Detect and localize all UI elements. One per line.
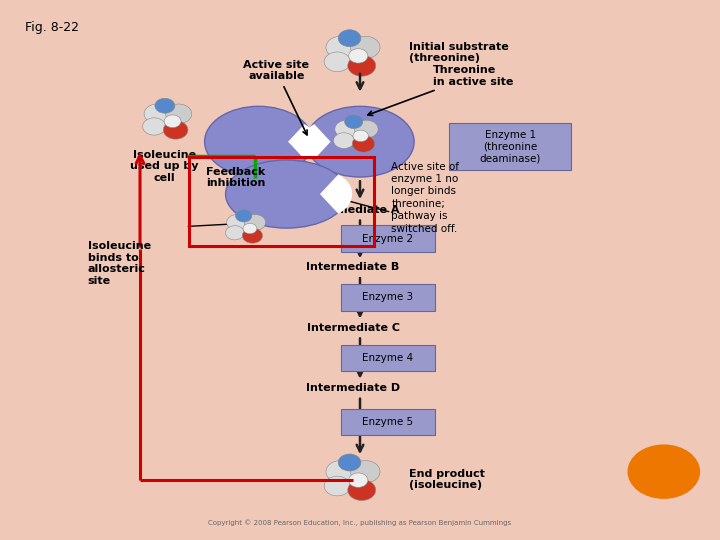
Circle shape [324, 52, 351, 72]
Circle shape [153, 109, 184, 132]
Circle shape [338, 454, 361, 471]
Circle shape [155, 98, 175, 113]
Circle shape [243, 228, 263, 243]
Circle shape [227, 214, 248, 231]
Circle shape [244, 214, 266, 231]
Text: Enzyme 5: Enzyme 5 [362, 417, 413, 427]
Circle shape [233, 219, 258, 238]
FancyBboxPatch shape [341, 345, 435, 371]
Circle shape [324, 476, 351, 496]
Text: Active site of
enzyme 1 no
longer binds
threonine;
pathway is
switched off.: Active site of enzyme 1 no longer binds … [392, 161, 459, 234]
Circle shape [163, 121, 188, 139]
Text: Feedback
inhibition: Feedback inhibition [207, 167, 266, 188]
Text: End product
(isoleucine): End product (isoleucine) [409, 469, 485, 490]
Circle shape [326, 36, 356, 58]
Wedge shape [302, 125, 330, 158]
Text: Intermediate D: Intermediate D [306, 383, 400, 393]
Text: Enzyme 1
(threonine
deaminase): Enzyme 1 (threonine deaminase) [480, 130, 541, 164]
Bar [189, 157, 374, 246]
Text: Isoleucine
used up by
cell: Isoleucine used up by cell [130, 150, 199, 183]
Circle shape [351, 461, 380, 483]
FancyBboxPatch shape [449, 123, 571, 171]
Text: Isoleucine
binds to
allosteric
site: Isoleucine binds to allosteric site [88, 241, 150, 286]
Text: Active site
available: Active site available [243, 60, 309, 135]
FancyBboxPatch shape [341, 285, 435, 310]
Text: Threonine
in active site: Threonine in active site [368, 65, 513, 116]
Circle shape [333, 133, 354, 149]
Circle shape [235, 210, 252, 222]
Circle shape [354, 120, 378, 138]
Wedge shape [289, 125, 316, 158]
Circle shape [348, 473, 368, 488]
Wedge shape [321, 176, 351, 213]
Circle shape [336, 467, 371, 492]
Circle shape [348, 55, 376, 76]
Text: Intermediate B: Intermediate B [307, 262, 400, 272]
Text: Enzyme 4: Enzyme 4 [362, 353, 413, 363]
Text: Enzyme 3: Enzyme 3 [362, 293, 413, 302]
Circle shape [345, 115, 363, 129]
Circle shape [628, 444, 700, 499]
Text: Initial substrate
(threonine): Initial substrate (threonine) [409, 42, 508, 63]
Circle shape [348, 49, 368, 63]
Ellipse shape [225, 160, 348, 228]
Circle shape [225, 226, 244, 240]
FancyBboxPatch shape [341, 226, 435, 252]
Circle shape [143, 118, 166, 135]
Circle shape [326, 461, 356, 483]
FancyBboxPatch shape [341, 409, 435, 435]
Text: Fig. 8-22: Fig. 8-22 [24, 21, 78, 34]
Circle shape [343, 125, 371, 146]
Text: Enzyme 2: Enzyme 2 [362, 234, 413, 244]
Circle shape [166, 104, 192, 124]
Circle shape [243, 224, 257, 234]
Ellipse shape [204, 106, 313, 177]
Circle shape [144, 104, 170, 124]
Ellipse shape [306, 106, 414, 177]
Circle shape [348, 480, 376, 501]
Circle shape [351, 36, 380, 58]
Circle shape [352, 136, 374, 152]
Circle shape [338, 30, 361, 47]
Text: Copyright © 2008 Pearson Education, Inc., publishing as Pearson Benjamin Cumming: Copyright © 2008 Pearson Education, Inc.… [208, 519, 512, 525]
Circle shape [336, 42, 371, 69]
Circle shape [353, 130, 369, 141]
Circle shape [335, 120, 359, 138]
Text: Intermediate A: Intermediate A [306, 205, 400, 215]
Circle shape [164, 115, 181, 127]
Text: Intermediate C: Intermediate C [307, 322, 400, 333]
